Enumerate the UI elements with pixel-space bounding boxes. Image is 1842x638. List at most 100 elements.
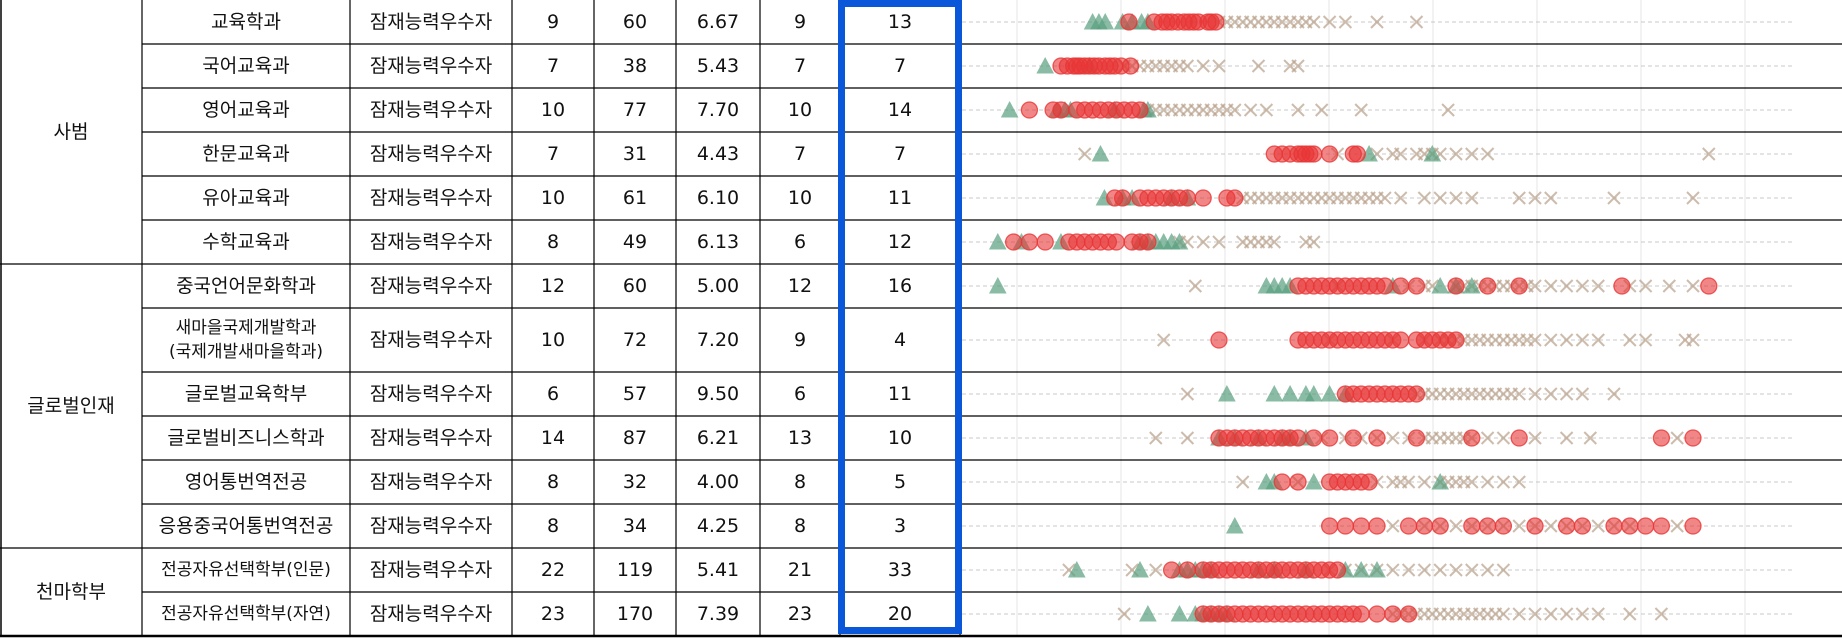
- admission-type: 잠재능력우수자: [350, 504, 512, 548]
- value-cell: 7: [512, 132, 594, 176]
- circle-marker: [1636, 517, 1655, 535]
- circle-marker: [1510, 429, 1528, 447]
- department-name: 새마을국제개발학과 (국제개발새마을학과): [142, 308, 350, 372]
- circle-marker: [1368, 517, 1386, 535]
- value-cell: 60: [594, 264, 676, 308]
- circle-marker: [1392, 277, 1410, 295]
- circle-marker: [1652, 517, 1671, 535]
- department-name: 유아교육과: [142, 176, 350, 220]
- x-marker: [1480, 475, 1495, 489]
- department-name: 중국언어문화학과: [142, 264, 350, 308]
- value-cell: 9: [512, 0, 594, 44]
- value-cell: 9: [760, 308, 840, 372]
- admission-type-text: 잠재능력우수자: [369, 55, 493, 77]
- circle-marker: [1684, 429, 1702, 447]
- x-marker: [1409, 15, 1424, 29]
- x-marker: [1559, 333, 1574, 347]
- x-marker: [1228, 103, 1242, 117]
- highlighted-value-cell-text: 5: [893, 471, 907, 493]
- x-marker: [1291, 59, 1305, 73]
- department-name-text: 교육학과: [211, 11, 281, 33]
- circle-marker: [1478, 277, 1497, 295]
- x-marker: [1393, 191, 1408, 205]
- department-name: 국어교육과: [142, 44, 350, 88]
- circle-marker: [1289, 473, 1307, 491]
- highlighted-value-cell-text: 4: [893, 329, 907, 351]
- admission-type-text: 잠재능력우수자: [369, 231, 493, 253]
- x-marker: [1583, 431, 1598, 445]
- circle-marker: [1226, 189, 1244, 207]
- x-marker: [1512, 475, 1526, 489]
- x-marker: [1401, 563, 1416, 577]
- x-marker: [1465, 147, 1479, 161]
- value-cell: 8: [512, 460, 594, 504]
- x-marker: [1449, 147, 1463, 161]
- x-marker: [1654, 607, 1669, 621]
- value-cell: 6.67: [676, 0, 760, 44]
- highlighted-value-cell: 5: [840, 460, 960, 504]
- highlighted-value-cell-text: 12: [887, 231, 913, 253]
- circle-marker: [1700, 277, 1718, 295]
- circle-marker: [1162, 561, 1181, 579]
- department-name-text: 유아교육과: [202, 187, 290, 209]
- highlighted-value-cell: 7: [840, 44, 960, 88]
- circle-marker: [1020, 101, 1039, 119]
- circle-marker: [1652, 429, 1671, 447]
- department-name: 수학교육과: [142, 220, 350, 264]
- value-cell: 10: [760, 176, 840, 220]
- value-cell: 22: [512, 548, 594, 592]
- value-cell-text: 5.43: [696, 55, 740, 77]
- value-cell-text: 6: [793, 383, 807, 405]
- value-cell-text: 13: [787, 427, 813, 449]
- x-marker: [1251, 59, 1266, 73]
- department-name: 한문교육과: [142, 132, 350, 176]
- circle-marker: [1684, 517, 1702, 535]
- x-marker: [1575, 279, 1590, 293]
- value-cell: 14: [512, 416, 594, 460]
- value-cell: 10: [512, 88, 594, 132]
- value-cell: 7.70: [676, 88, 760, 132]
- triangle-marker: [1096, 12, 1115, 30]
- value-cell-text: 5.00: [696, 275, 740, 297]
- highlighted-value-cell: 12: [840, 220, 960, 264]
- x-marker: [1528, 387, 1542, 401]
- triangle-marker: [1423, 144, 1442, 162]
- value-cell-text: 7: [546, 143, 560, 165]
- highlighted-value-cell-text: 16: [887, 275, 913, 297]
- x-marker: [1544, 387, 1558, 401]
- group-name-text: 글로벌인재: [27, 395, 115, 417]
- circle-marker: [1605, 517, 1623, 535]
- x-marker: [1575, 333, 1590, 347]
- admission-type: 잠재능력우수자: [350, 44, 512, 88]
- value-cell-text: 12: [540, 275, 566, 297]
- x-marker: [1378, 191, 1392, 205]
- department-name-text: 전공자유선택학부(인문): [161, 560, 331, 580]
- x-marker: [1591, 333, 1605, 347]
- x-marker: [1386, 563, 1400, 577]
- value-cell: 60: [594, 0, 676, 44]
- value-cell: 13: [760, 416, 840, 460]
- circle-marker: [1336, 517, 1355, 535]
- x-marker: [1393, 147, 1408, 161]
- x-marker: [1180, 431, 1195, 445]
- x-marker: [1702, 147, 1716, 161]
- department-name-text: 글로벌비즈니스학과: [167, 427, 325, 449]
- highlighted-value-cell-text: 7: [893, 143, 907, 165]
- group-name: 사범: [0, 0, 142, 264]
- circle-marker: [1305, 145, 1323, 163]
- x-marker: [1559, 279, 1574, 293]
- x-marker: [1465, 563, 1479, 577]
- value-cell-text: 57: [622, 383, 648, 405]
- x-marker: [1291, 103, 1305, 117]
- x-marker: [1180, 387, 1195, 401]
- triangle-marker: [1352, 560, 1371, 578]
- value-cell: 32: [594, 460, 676, 504]
- value-cell-text: 72: [622, 329, 648, 351]
- value-cell: 6: [760, 372, 840, 416]
- value-cell-text: 6.21: [696, 427, 740, 449]
- admission-type-text: 잠재능력우수자: [369, 427, 493, 449]
- x-marker: [1528, 607, 1542, 621]
- x-marker: [1591, 607, 1605, 621]
- admission-type: 잠재능력우수자: [350, 460, 512, 504]
- triangle-marker: [988, 232, 1007, 250]
